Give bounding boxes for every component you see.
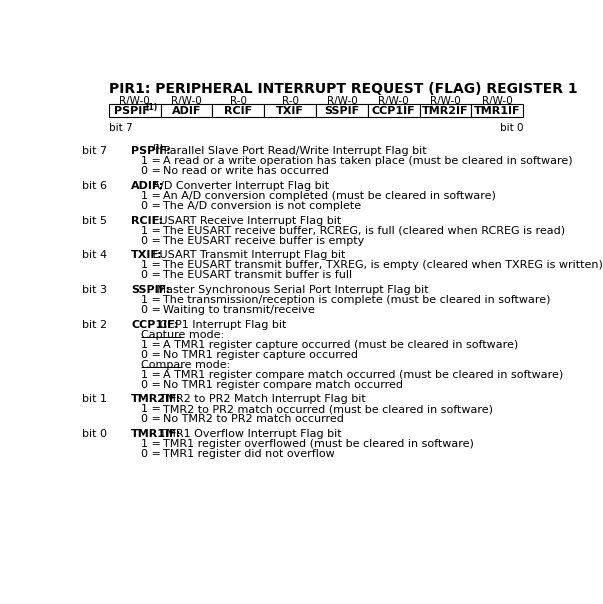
Text: SSPIF:: SSPIF: <box>131 285 170 295</box>
Text: Master Synchronous Serial Port Interrupt Flag bit: Master Synchronous Serial Port Interrupt… <box>153 285 428 295</box>
Text: bit 2: bit 2 <box>81 320 107 330</box>
Text: CCP1IF:: CCP1IF: <box>131 320 178 330</box>
Text: bit 6: bit 6 <box>81 181 107 191</box>
Text: No TMR2 to PR2 match occurred: No TMR2 to PR2 match occurred <box>163 414 344 425</box>
Text: CCP1IF: CCP1IF <box>372 106 415 115</box>
Text: 1 =: 1 = <box>141 260 165 271</box>
Text: SSPIF: SSPIF <box>324 106 359 115</box>
Text: PIR1: PERIPHERAL INTERRUPT REQUEST (FLAG) REGISTER 1: PIR1: PERIPHERAL INTERRUPT REQUEST (FLAG… <box>109 82 577 95</box>
Text: The A/D conversion is not complete: The A/D conversion is not complete <box>163 201 361 211</box>
Text: 0 =: 0 = <box>141 350 165 359</box>
Text: TMR1 register did not overflow: TMR1 register did not overflow <box>163 449 335 459</box>
Text: An A/D conversion completed (must be cleared in software): An A/D conversion completed (must be cle… <box>163 191 496 201</box>
Text: TMR1 Overflow Interrupt Flag bit: TMR1 Overflow Interrupt Flag bit <box>156 429 342 439</box>
Text: TXIF:: TXIF: <box>131 250 163 260</box>
Text: EUSART Transmit Interrupt Flag bit: EUSART Transmit Interrupt Flag bit <box>149 250 346 260</box>
Text: R-0: R-0 <box>230 95 247 106</box>
Text: No TMR1 register capture occurred: No TMR1 register capture occurred <box>163 350 358 359</box>
Text: R/W-0: R/W-0 <box>119 95 150 106</box>
Text: R/W-0: R/W-0 <box>378 95 409 106</box>
Text: 0 =: 0 = <box>141 167 165 176</box>
Text: A read or a write operation has taken place (must be cleared in software): A read or a write operation has taken pl… <box>163 156 573 167</box>
Text: PSPIF:: PSPIF: <box>131 146 171 156</box>
Text: 1 =: 1 = <box>141 295 165 305</box>
Text: A TMR1 register compare match occurred (must be cleared in software): A TMR1 register compare match occurred (… <box>163 370 563 380</box>
Bar <box>472 104 523 117</box>
Text: 1 =: 1 = <box>141 191 165 201</box>
Text: TMR2IF:: TMR2IF: <box>131 394 182 404</box>
Text: bit 4: bit 4 <box>81 250 107 260</box>
Bar <box>212 104 264 117</box>
Text: bit 0: bit 0 <box>500 123 523 132</box>
Text: TMR1IF:: TMR1IF: <box>131 429 182 439</box>
Text: Parallel Slave Port Read/Write Interrupt Flag bit: Parallel Slave Port Read/Write Interrupt… <box>160 146 426 156</box>
Bar <box>160 104 212 117</box>
Bar <box>368 104 420 117</box>
Text: bit 5: bit 5 <box>81 216 107 226</box>
Text: TXIF: TXIF <box>276 106 304 115</box>
Text: 1 =: 1 = <box>141 439 165 449</box>
Text: The transmission/reception is complete (must be cleared in software): The transmission/reception is complete (… <box>163 295 551 305</box>
Text: 0 =: 0 = <box>141 380 165 390</box>
Text: 1 =: 1 = <box>141 339 165 350</box>
Text: RCIF: RCIF <box>224 106 252 115</box>
Text: 0 =: 0 = <box>141 271 165 280</box>
Bar <box>264 104 316 117</box>
Text: 0 =: 0 = <box>141 449 165 459</box>
Text: R/W-0: R/W-0 <box>430 95 461 106</box>
Bar <box>316 104 368 117</box>
Text: R/W-0: R/W-0 <box>327 95 358 106</box>
Text: (1): (1) <box>145 103 158 112</box>
Bar <box>109 104 160 117</box>
Text: TMR2 to PR2 match occurred (must be cleared in software): TMR2 to PR2 match occurred (must be clea… <box>163 404 493 414</box>
Text: TMR2IF: TMR2IF <box>422 106 469 115</box>
Text: The EUSART transmit buffer is full: The EUSART transmit buffer is full <box>163 271 352 280</box>
Text: (1): (1) <box>153 144 164 150</box>
Text: No read or write has occurred: No read or write has occurred <box>163 167 329 176</box>
Text: The EUSART transmit buffer, TXREG, is empty (cleared when TXREG is written): The EUSART transmit buffer, TXREG, is em… <box>163 260 603 271</box>
Text: bit 1: bit 1 <box>81 394 107 404</box>
Text: Capture mode:: Capture mode: <box>141 330 224 339</box>
Text: 1 =: 1 = <box>141 156 165 167</box>
Text: bit 7: bit 7 <box>81 146 107 156</box>
Text: bit 7: bit 7 <box>109 123 132 132</box>
Text: Waiting to transmit/receive: Waiting to transmit/receive <box>163 305 315 315</box>
Text: 0 =: 0 = <box>141 414 165 425</box>
Text: A/D Converter Interrupt Flag bit: A/D Converter Interrupt Flag bit <box>149 181 329 191</box>
Text: The EUSART receive buffer, RCREG, is full (cleared when RCREG is read): The EUSART receive buffer, RCREG, is ful… <box>163 226 565 236</box>
Text: The EUSART receive buffer is empty: The EUSART receive buffer is empty <box>163 236 364 246</box>
Text: R/W-0: R/W-0 <box>482 95 513 106</box>
Text: Compare mode:: Compare mode: <box>141 360 230 370</box>
Bar <box>420 104 472 117</box>
Text: 1 =: 1 = <box>141 404 165 414</box>
Text: 0 =: 0 = <box>141 305 165 315</box>
Text: No TMR1 register compare match occurred: No TMR1 register compare match occurred <box>163 380 403 390</box>
Text: R/W-0: R/W-0 <box>171 95 202 106</box>
Text: EUSART Receive Interrupt Flag bit: EUSART Receive Interrupt Flag bit <box>149 216 341 226</box>
Text: TMR1IF: TMR1IF <box>474 106 520 115</box>
Text: ADIF: ADIF <box>172 106 201 115</box>
Text: A TMR1 register capture occurred (must be cleared in software): A TMR1 register capture occurred (must b… <box>163 339 518 350</box>
Text: PSPIF: PSPIF <box>115 106 150 115</box>
Text: 1 =: 1 = <box>141 370 165 380</box>
Text: CCP1 Interrupt Flag bit: CCP1 Interrupt Flag bit <box>156 320 286 330</box>
Text: 0 =: 0 = <box>141 236 165 246</box>
Text: TMR1 register overflowed (must be cleared in software): TMR1 register overflowed (must be cleare… <box>163 439 474 449</box>
Text: TMR2 to PR2 Match Interrupt Flag bit: TMR2 to PR2 Match Interrupt Flag bit <box>156 394 366 404</box>
Text: ADIF:: ADIF: <box>131 181 165 191</box>
Text: bit 3: bit 3 <box>81 285 107 295</box>
Text: bit 0: bit 0 <box>81 429 107 439</box>
Text: 0 =: 0 = <box>141 201 165 211</box>
Text: RCIF:: RCIF: <box>131 216 163 226</box>
Text: 1 =: 1 = <box>141 226 165 236</box>
Text: R-0: R-0 <box>282 95 298 106</box>
